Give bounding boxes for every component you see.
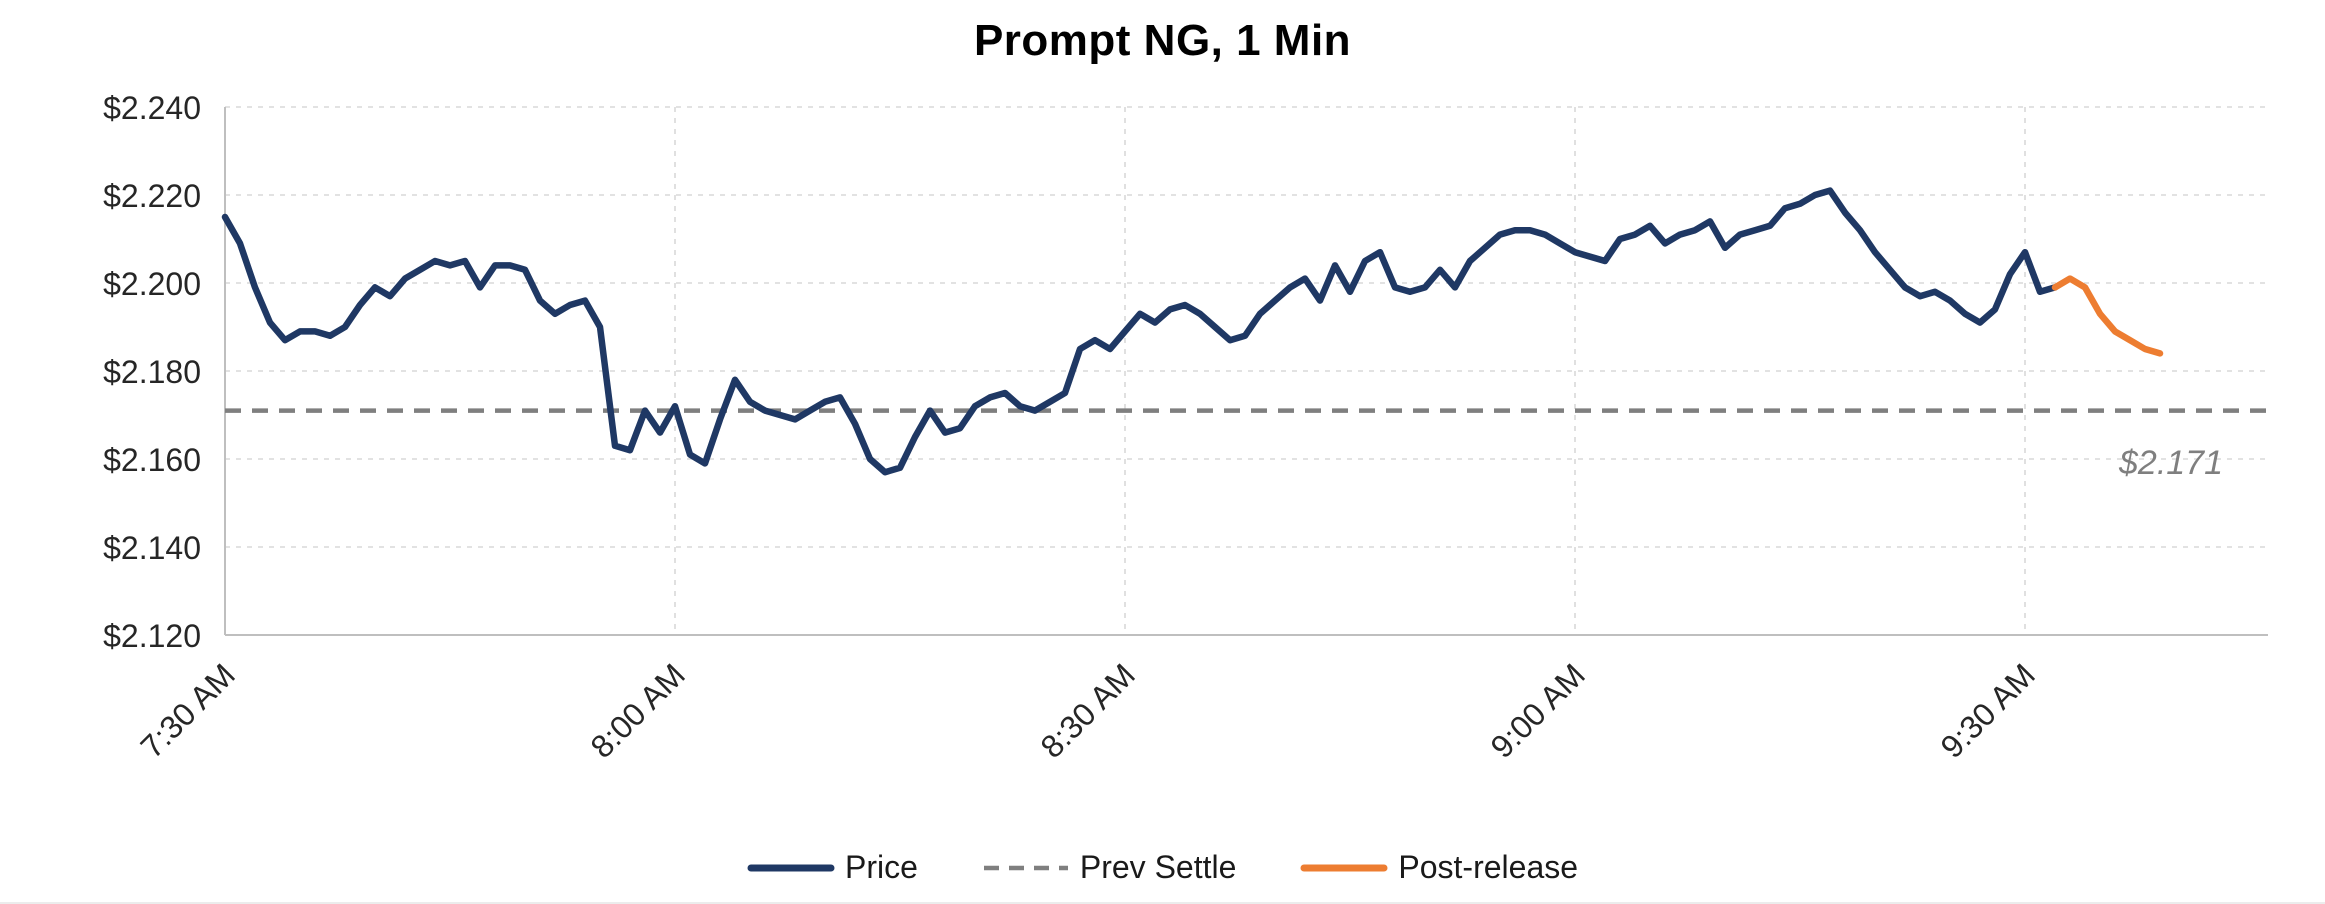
price-line xyxy=(221,187,2059,476)
x-tick-label: 9:30 AM xyxy=(1933,656,2041,764)
legend-label-price: Price xyxy=(844,849,918,885)
y-tick-label: $2.200 xyxy=(103,266,201,302)
prev-settle-annotation: $2.171 xyxy=(2119,444,2223,482)
y-tick-label: $2.220 xyxy=(103,178,201,214)
y-tick-label: $2.240 xyxy=(103,90,201,126)
x-tick-label: 8:00 AM xyxy=(583,656,691,764)
prev-settle-line-swatch xyxy=(983,865,1068,870)
y-tick-label: $2.140 xyxy=(103,530,201,566)
y-tick-label: $2.120 xyxy=(103,618,201,654)
chart-title: Prompt NG, 1 Min xyxy=(973,16,1352,65)
price-line-swatch xyxy=(747,864,835,871)
legend-item-post-release: Post-release xyxy=(1300,849,1578,886)
legend-item-price: Price xyxy=(747,849,918,886)
y-tick-label: $2.180 xyxy=(103,354,201,390)
x-tick-label: 8:30 AM xyxy=(1033,656,1141,764)
post-release-line xyxy=(2051,275,2164,357)
y-tick-label: $2.160 xyxy=(103,442,201,478)
legend: Price Prev Settle Post-release xyxy=(0,849,2325,886)
legend-item-prev-settle: Prev Settle xyxy=(982,849,1237,886)
x-tick-label: 9:00 AM xyxy=(1483,656,1591,764)
x-tick-label: 7:30 AM xyxy=(133,656,241,764)
legend-label-post-release: Post-release xyxy=(1398,849,1579,885)
post-release-line-swatch xyxy=(1300,864,1388,871)
legend-label-prev-settle: Prev Settle xyxy=(1079,849,1237,885)
